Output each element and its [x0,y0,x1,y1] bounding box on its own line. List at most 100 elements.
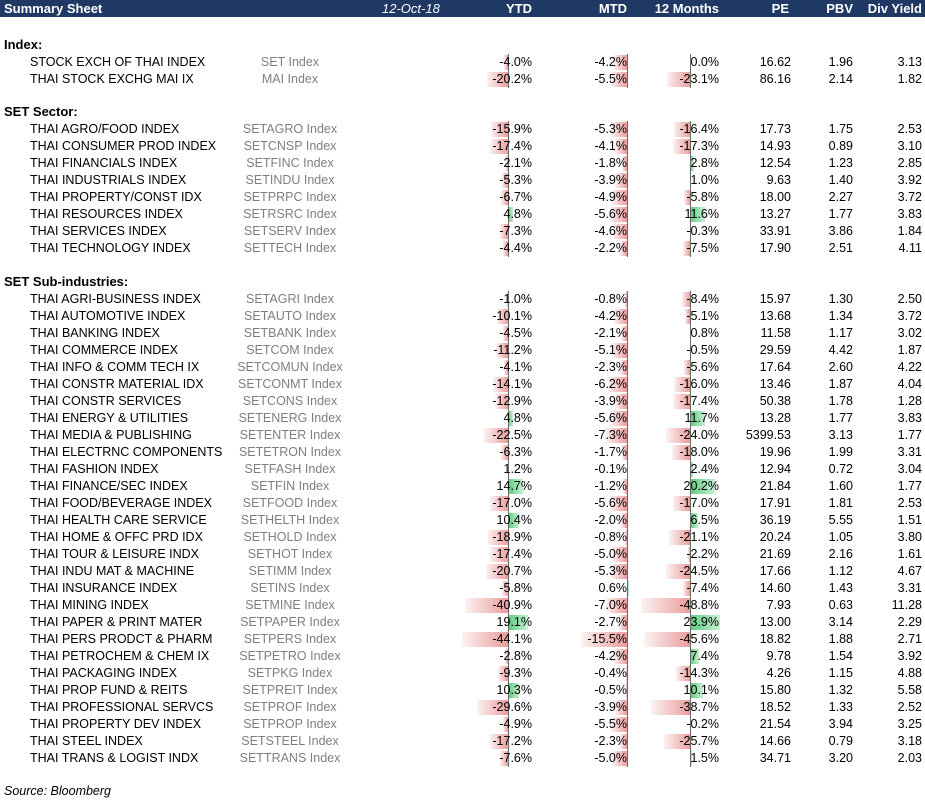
div-yield-value: 3.31 [897,581,922,595]
pe-value: 5399.53 [745,428,791,442]
div-yield-value: 2.53 [897,496,922,510]
index-ticker: SETPKG Index [247,666,333,680]
ytd-databar [501,445,508,460]
mtd-axis-line [627,308,628,325]
col-header-12m: 12 Months [654,1,719,16]
ytd-databar [491,122,508,137]
mtd-databar [615,394,627,409]
mtd-axis-line [627,699,628,716]
table-row: THAI CONSTR SERVICES SETCONS Index -12.9% -… [0,393,925,410]
pbv-value: 3.14 [828,615,853,629]
pbv-value: 0.79 [828,734,853,748]
mtd-axis-line [627,172,628,189]
mtd-value: -0.1% [594,462,627,476]
ytd-value: -17.4% [492,547,532,561]
ytd-axis-line [508,325,509,342]
ytd-databar [506,292,508,307]
table-row: THAI AUTOMOTIVE INDEX SETAUTO Index -10.1%… [0,308,925,325]
table-row: THAI CONSTR MATERIAL IDX SETCONMT Index -1… [0,376,925,393]
index-ticker: SETMINE Index [245,598,335,612]
mtd-value: -5.0% [594,751,627,765]
index-name: THAI STOCK EXCHG MAI IX [30,72,194,86]
ytd-databar [461,632,508,647]
index-ticker: SETIMM Index [248,564,332,578]
mtd-databar [614,55,627,70]
ytd-databar [508,207,513,222]
mtd-databar [615,173,627,188]
div-yield-value: 3.72 [897,190,922,204]
m12-databar [684,360,690,375]
m12-value: -17.3% [679,139,719,153]
div-yield-value: 3.92 [897,649,922,663]
index-ticker: SETPREIT Index [242,683,338,697]
ytd-value: -18.9% [492,530,532,544]
mtd-value: -5.1% [594,343,627,357]
ytd-axis-line [508,223,509,240]
pe-value: 14.66 [759,734,791,748]
m12-value: 20.2% [683,479,719,493]
ytd-databar [486,564,508,579]
table-row: THAI MEDIA & PUBLISHING SETENTER Index -22… [0,427,925,444]
m12-databar [664,734,690,749]
ytd-databar [497,309,508,324]
m12-value: 0.0% [690,55,720,69]
pe-value: 18.82 [759,632,791,646]
table-row: THAI ELECTRNC COMPONENTS SETETRON Index -6… [0,444,925,461]
pe-value: 13.46 [759,377,791,391]
ytd-value: -44.1% [492,632,532,646]
pe-value: 29.59 [759,343,791,357]
m12-value: -17.0% [679,496,719,510]
ytd-value: -4.5% [499,326,532,340]
m12-databar [651,700,690,715]
ytd-value: -15.9% [492,122,532,136]
mtd-axis-line [627,631,628,648]
m12-value: 11.6% [684,207,719,221]
index-ticker: SETAUTO Index [244,309,336,323]
mtd-value: -5.5% [594,717,627,731]
m12-axis-line [690,342,691,359]
index-name: THAI PAPER & PRINT MATER [30,615,203,629]
mtd-databar [610,207,627,222]
ytd-value: -17.2% [492,734,532,748]
table-row: THAI FASHION INDEX SETFASH Index 1.2% -0.1%… [0,461,925,478]
mtd-databar [621,445,627,460]
pe-value: 13.28 [759,411,791,425]
pbv-value: 5.55 [828,513,853,527]
pbv-value: 3.94 [828,717,853,731]
div-yield-value: 3.31 [897,445,922,459]
index-name: THAI PROPERTY DEV INDEX [30,717,202,731]
m12-value: -14.3% [679,666,719,680]
ytd-axis-line [508,665,509,682]
pbv-value: 1.23 [828,156,853,170]
pe-value: 36.19 [759,513,791,527]
ytd-axis-line [508,240,509,257]
ytd-axis-line [508,206,509,223]
ytd-axis-line [508,155,509,172]
index-name: THAI STEEL INDEX [30,734,143,748]
index-ticker: SETCOMUN Index [237,360,343,374]
index-ticker: SETCNSP Index [243,139,337,153]
mtd-axis-line [627,682,628,699]
index-ticker: SETHOT Index [247,547,333,561]
m12-value: 7.4% [690,649,720,663]
ytd-axis-line [508,648,509,665]
m12-databar [675,666,690,681]
table-row: THAI PROFESSIONAL SERVCS SETPROF Index -29… [0,699,925,716]
index-ticker: SETPAPER Index [240,615,340,629]
ytd-databar [484,428,508,443]
m12-value: -7.4% [686,581,719,595]
m12-databar [672,394,690,409]
pbv-value: 1.12 [828,564,853,578]
index-ticker: SETAGRO Index [242,122,338,136]
div-yield-value: 3.02 [897,326,922,340]
col-header-div-yield: Div Yield [867,1,922,16]
mtd-value: -5.3% [594,122,627,136]
m12-databar [682,581,690,596]
section-title: SET Sector: [4,104,78,119]
ytd-value: -4.1% [499,360,532,374]
mtd-value: -0.8% [594,530,627,544]
m12-databar [690,513,699,528]
m12-value: -5.1% [686,309,719,323]
m12-value: -16.4% [679,122,719,136]
ytd-databar [489,547,508,562]
